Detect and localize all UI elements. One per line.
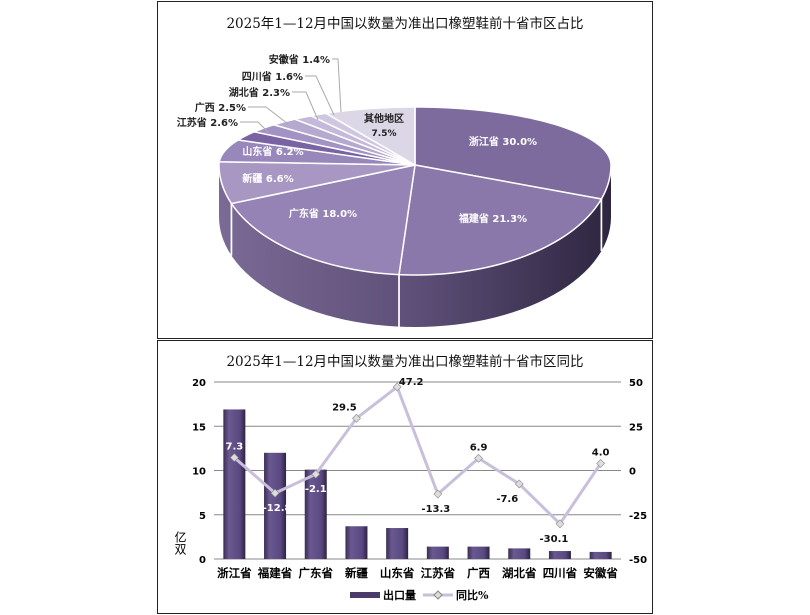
yoy-marker: [596, 458, 606, 468]
yoy-marker: [474, 453, 483, 463]
pie-label-9: 四川省 1.6%: [242, 70, 303, 83]
pie-chart-panel: 2025年1—12月中国以数量为准出口橡塑鞋前十省市区占比 浙江省 30.0% 福…: [157, 1, 653, 339]
pie-chart: 浙江省 30.0% 福建省 21.3% 广东省 18.0% 新疆 6.6% 山东省 6.…: [177, 53, 612, 327]
leader-line: [248, 106, 289, 125]
bar-7: [467, 546, 490, 559]
x-tick-label: 浙江省: [217, 566, 252, 580]
pie-chart-title: 2025年1—12月中国以数量为准出口橡塑鞋前十省市区占比: [226, 16, 584, 32]
yoy-data-label: -12.8: [263, 503, 292, 514]
y-tick-label: 15: [192, 422, 206, 433]
yoy-data-label: 4.0: [592, 447, 610, 458]
pie-label-10: 安徽省 1.4%: [269, 53, 330, 66]
pie-label-1: 浙江省 30.0%: [469, 135, 537, 148]
yoy-marker: [433, 489, 443, 499]
bar-4: [345, 526, 368, 559]
pie-slice-2: [398, 164, 603, 276]
y2-tick-label: -50: [629, 555, 647, 566]
y-axis-label: 亿双: [173, 530, 187, 556]
yoy-data-label: -30.1: [540, 534, 569, 545]
y-tick-label: 10: [192, 467, 206, 478]
y-tick-label: 0: [199, 555, 206, 566]
x-tick-label: 新疆: [345, 566, 368, 580]
pie-label-6: 江苏省 2.6%: [177, 116, 238, 129]
pie-label-4: 新疆 6.6%: [242, 172, 293, 185]
yoy-marker: [270, 488, 280, 498]
y2-tick-label: 50: [629, 378, 643, 389]
bar-5: [386, 528, 409, 559]
leader-line: [332, 58, 342, 113]
yoy-marker: [229, 453, 239, 463]
legend-bar-label: 出口量: [383, 588, 416, 602]
yoy-data-label: -2.1: [305, 484, 327, 495]
pie-label-5: 山东省 6.2%: [242, 145, 303, 158]
bar-10: [589, 551, 612, 559]
leader-line: [240, 121, 269, 133]
pie-slice-4: [218, 160, 416, 205]
pie-side: [219, 165, 611, 327]
yoy-data-label: 29.5: [332, 402, 357, 413]
x-tick-label: 安徽省: [583, 566, 618, 580]
legend-line-marker: [433, 590, 443, 600]
legend-line-label: 同比%: [456, 588, 489, 602]
pie-label-2: 福建省 21.3%: [458, 212, 527, 225]
pie-label-8: 湖北省 2.3%: [229, 86, 290, 99]
x-tick-label: 广东省: [299, 566, 334, 580]
pie-label-value: 7.5%: [372, 129, 397, 139]
legend-bar-swatch: [350, 592, 380, 598]
x-tick-label: 广西: [467, 566, 490, 580]
pie-slice-11: [323, 106, 416, 167]
bar-chart-title: 2025年1—12月中国以数量为准出口橡塑鞋前十省市区同比: [226, 354, 584, 370]
bar-1: [223, 409, 246, 559]
yoy-data-label: 47.2: [399, 377, 424, 388]
y-tick-label: 20: [192, 378, 206, 389]
y2-tick-label: 25: [629, 422, 643, 433]
bar-9: [548, 551, 571, 559]
yoy-data-label: -7.6: [496, 494, 518, 505]
yoy-marker: [352, 413, 361, 423]
pie-slice-3: [230, 164, 416, 276]
bar-line-chart-panel: 2025年1—12月中国以数量为准出口橡塑鞋前十省市区同比 0 -50 5 -25 10…: [157, 340, 653, 614]
yoy-data-label: 6.9: [470, 442, 488, 453]
yoy-line: [233, 384, 602, 527]
leader-line: [305, 75, 335, 116]
pie-label-7: 广西 2.5%: [195, 101, 246, 114]
x-tick-label: 福建省: [257, 566, 293, 580]
yoy-marker: [311, 469, 321, 479]
y2-tick-label: 0: [629, 467, 636, 478]
x-tick-label: 湖北省: [502, 566, 537, 580]
yoy-marker: [514, 479, 524, 489]
bar-2: [264, 452, 287, 559]
leader-line: [292, 91, 319, 121]
x-tick-label: 四川省: [543, 566, 578, 580]
yoy-marker: [555, 519, 565, 529]
yoy-marker: [392, 382, 402, 392]
yoy-data-label: -13.3: [421, 504, 450, 515]
x-tick-label: 江苏省: [421, 566, 456, 580]
yoy-data-label: 7.3: [225, 442, 243, 453]
pie-slice-1: [414, 106, 612, 200]
bar-8: [508, 548, 531, 559]
x-tick-label: 山东省: [380, 566, 415, 580]
y-tick-label: 5: [199, 511, 206, 522]
pie-label-3: 广东省 18.0%: [289, 207, 357, 220]
bar-6: [426, 546, 449, 559]
pie-label-11: 其他地区: [364, 112, 404, 125]
bar-3: [304, 469, 327, 559]
y2-tick-label: -25: [629, 511, 647, 522]
